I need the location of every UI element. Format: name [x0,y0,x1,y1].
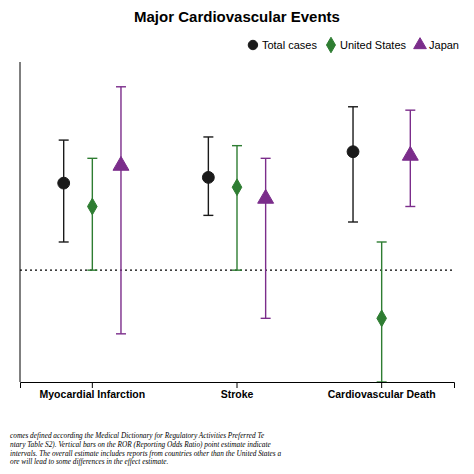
series [58,107,359,242]
legend-symbol [326,37,335,53]
plot: Myocardial Infarction Stroke Cardiovascula… [20,62,455,400]
legend-symbol [414,38,427,49]
error-cap-high [59,139,69,140]
legend-item: Total cases [248,39,317,51]
x-tick: Cardiovascular Death [328,382,436,400]
x-tick-mark [381,382,382,388]
error-cap-low [348,221,358,222]
footnote: comes defined according the Medical Dict… [10,431,281,466]
legend: Total cases United States Japan [248,37,459,53]
x-tick-mark [92,382,93,388]
point [58,177,70,189]
error-cap-high [116,86,126,87]
marks [20,87,454,382]
error-cap-high [232,145,242,146]
point [113,156,129,170]
error-cap-high [87,158,97,159]
error-bar [63,140,64,242]
x-tick: Myocardial Infarction [40,382,146,400]
error-bar [352,107,353,222]
error-bar [265,158,266,318]
series [113,87,418,334]
point [202,171,214,183]
error-cap-high [261,158,271,159]
x-axis-line [21,383,455,389]
point [88,198,98,215]
legend-item: Japan [414,38,459,51]
chart: Major Cardiovascular Events Myocardial In… [0,0,474,474]
x-axis: Myocardial Infarction Stroke Cardiovascula… [21,382,455,400]
error-bar [236,146,237,271]
legend-label: Total cases [262,39,318,51]
error-cap-high [377,241,387,242]
y-axis-line [20,62,21,382]
error-cap-low [232,269,242,270]
point [232,179,242,196]
error-cap-low [87,269,97,270]
reference-line [20,270,454,271]
error-bar [120,87,121,334]
point [347,146,359,158]
error-cap-low [405,206,415,207]
x-tick-label: Cardiovascular Death [328,388,436,400]
legend-item: United States [326,37,406,53]
error-cap-low [59,241,69,242]
x-tick-mark [237,382,238,388]
error-cap-low [203,215,213,216]
legend-label: Japan [429,39,459,51]
error-cap-high [203,136,213,137]
x-tick-label: Myocardial Infarction [40,388,146,400]
error-cap-high [348,106,358,107]
legend-label: United States [340,39,407,51]
error-cap-high [405,109,415,110]
error-cap-low [377,381,387,382]
legend-symbol [248,40,257,49]
point [402,146,418,160]
point [377,310,387,327]
error-cap-low [116,333,126,334]
point [258,189,274,203]
x-tick: Stroke [221,382,254,400]
error-cap-low [261,318,271,319]
series [87,146,386,382]
title: Major Cardiovascular Events [134,8,340,25]
x-tick-label: Stroke [221,388,254,400]
